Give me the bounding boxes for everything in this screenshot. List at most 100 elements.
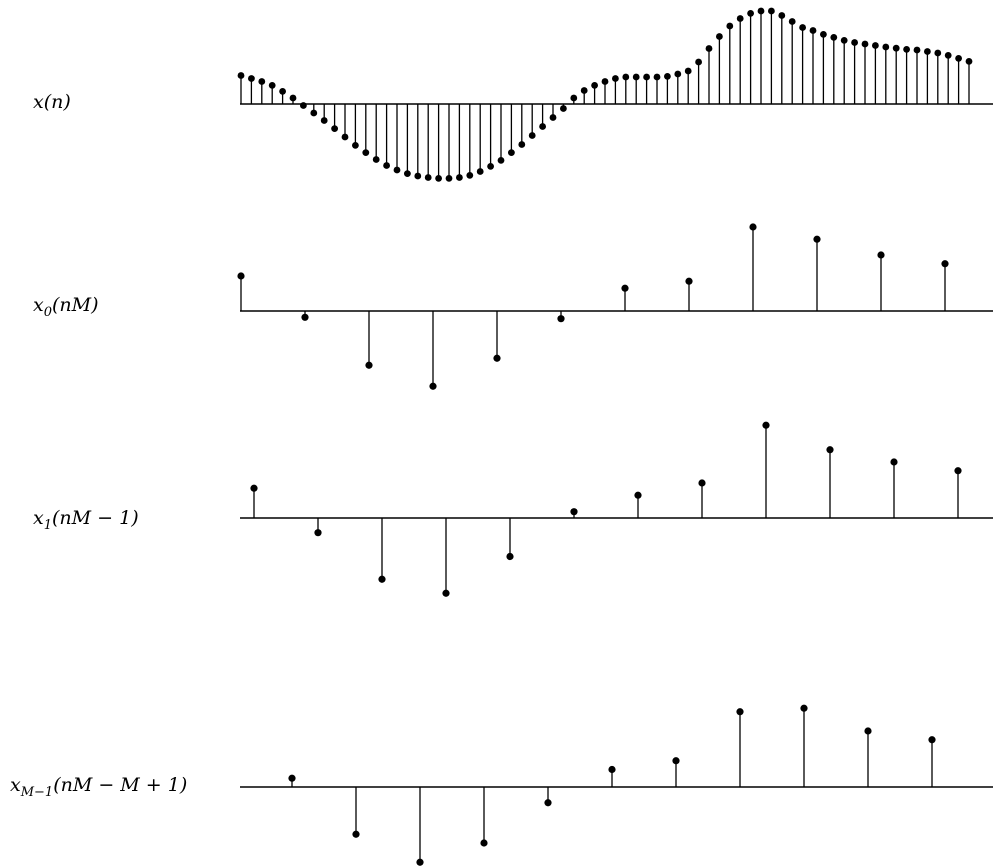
sample-dot-xn-1: [248, 75, 255, 82]
sample-dot-xn-26: [508, 149, 515, 157]
sample-dot-xn-33: [580, 87, 588, 94]
sample-dot-xn-32: [570, 94, 578, 102]
sample-dot-xM-9: [864, 727, 872, 735]
sample-dot-xn-9: [331, 125, 338, 132]
sample-dot-x1-7: [698, 479, 706, 487]
sample-dot-xn-16: [404, 170, 411, 178]
sample-dot-xn-23: [476, 168, 484, 175]
sample-dot-xn-3: [268, 82, 276, 89]
sample-dot-xM-0: [288, 774, 296, 782]
sample-dot-x0-6: [621, 284, 629, 292]
sample-dot-x1-0: [250, 484, 258, 492]
sample-dot-x1-3: [442, 589, 450, 597]
sample-dot-x0-9: [813, 235, 821, 243]
sample-dot-xn-18: [424, 174, 432, 181]
sample-dot-xn-52: [778, 12, 786, 19]
sample-dot-xM-2: [416, 858, 424, 866]
sample-dot-xn-56: [820, 31, 827, 38]
label-x0-nM: x0(nM): [33, 294, 99, 320]
label-x-n: x(n): [33, 91, 71, 113]
sample-dot-xn-11: [352, 142, 359, 149]
sample-dot-x0-8: [749, 223, 757, 231]
sample-dot-xn-68: [944, 52, 952, 59]
sample-dot-xn-42: [674, 70, 682, 78]
sample-dot-xn-2: [258, 78, 266, 85]
sample-dot-x1-8: [762, 421, 770, 429]
sample-dot-xn-40: [653, 73, 661, 81]
sample-dot-x0-10: [877, 251, 885, 259]
sample-dot-xn-45: [705, 45, 713, 52]
sample-dot-xn-62: [882, 43, 890, 51]
sample-dot-x0-7: [685, 277, 693, 285]
sample-dot-xn-41: [664, 73, 671, 80]
sample-dot-x0-11: [941, 260, 949, 268]
sample-dot-xn-60: [861, 40, 869, 48]
sample-dot-xn-34: [591, 82, 598, 89]
sample-dot-xn-59: [851, 39, 858, 46]
sample-dot-xn-31: [560, 105, 567, 112]
sample-dot-xn-10: [341, 133, 349, 141]
sample-dot-x1-6: [634, 491, 642, 499]
sample-dot-xn-24: [487, 163, 494, 170]
sample-dot-xM-8: [800, 704, 808, 712]
sample-dot-xn-35: [601, 78, 609, 85]
sample-dot-xn-38: [632, 73, 640, 81]
panel-xM: [240, 704, 993, 866]
label-xM-1-nM-M-plus-1: xM−1(nM − M + 1): [10, 774, 188, 800]
sample-dot-x1-9: [826, 446, 834, 454]
sample-dot-xn-48: [736, 15, 744, 22]
sample-dot-x1-1: [314, 529, 322, 537]
label-x1-nM-minus-1: x1(nM − 1): [33, 507, 139, 533]
sample-dot-xM-4: [544, 799, 552, 807]
sample-dot-xn-64: [903, 46, 910, 53]
sample-dot-xn-51: [768, 7, 775, 15]
sample-dot-xn-21: [456, 174, 463, 181]
sample-dot-xn-15: [393, 166, 401, 174]
sample-dot-x0-3: [429, 382, 437, 390]
sample-dot-xn-36: [612, 75, 619, 82]
sample-dot-x0-4: [493, 354, 501, 362]
sample-dot-xn-19: [435, 175, 442, 182]
sample-dot-xM-6: [672, 757, 680, 765]
sample-dot-xn-27: [518, 141, 526, 148]
sample-dot-xn-43: [684, 67, 692, 75]
sample-dot-xM-5: [608, 765, 616, 774]
sample-dot-x1-2: [378, 575, 386, 583]
sample-dot-xn-30: [549, 114, 557, 121]
sample-dot-xn-0: [237, 72, 245, 79]
sample-dot-xn-7: [310, 109, 318, 117]
sample-dot-xn-53: [788, 18, 796, 25]
sample-dot-xn-6: [300, 102, 307, 109]
panel-x0: [237, 223, 993, 390]
sample-dot-xn-5: [289, 94, 297, 102]
sample-dot-xn-67: [934, 49, 942, 57]
panel-xn: [237, 7, 993, 182]
sample-dot-xn-57: [830, 34, 838, 41]
sample-dot-xn-39: [643, 73, 650, 81]
sample-dot-xn-20: [445, 175, 453, 182]
sample-dot-xn-12: [362, 149, 370, 157]
sample-dot-xn-49: [747, 10, 754, 17]
sample-dot-xM-10: [928, 736, 936, 744]
sample-dot-xn-66: [924, 48, 931, 55]
sample-dot-xn-37: [622, 73, 630, 81]
sample-dot-xn-4: [279, 88, 286, 95]
sample-dot-xn-28: [528, 132, 536, 139]
sample-dot-xn-8: [320, 117, 328, 124]
sample-dot-xn-46: [716, 33, 723, 40]
sample-dot-xn-29: [539, 123, 546, 130]
sample-dot-xM-3: [480, 839, 488, 847]
sample-dot-xn-55: [809, 27, 817, 34]
sample-dot-xn-50: [757, 7, 765, 15]
sample-dot-x0-2: [365, 361, 373, 369]
sample-dot-xn-58: [840, 37, 848, 44]
sample-dot-xn-13: [372, 156, 380, 163]
sample-dot-xn-70: [965, 58, 973, 65]
sample-dot-xn-25: [497, 157, 505, 164]
sample-dot-xM-1: [352, 830, 360, 838]
sample-dot-x1-11: [954, 467, 962, 475]
sample-dot-xn-14: [383, 162, 390, 169]
sample-dot-xn-44: [695, 58, 702, 66]
sample-dot-x0-0: [237, 272, 245, 280]
